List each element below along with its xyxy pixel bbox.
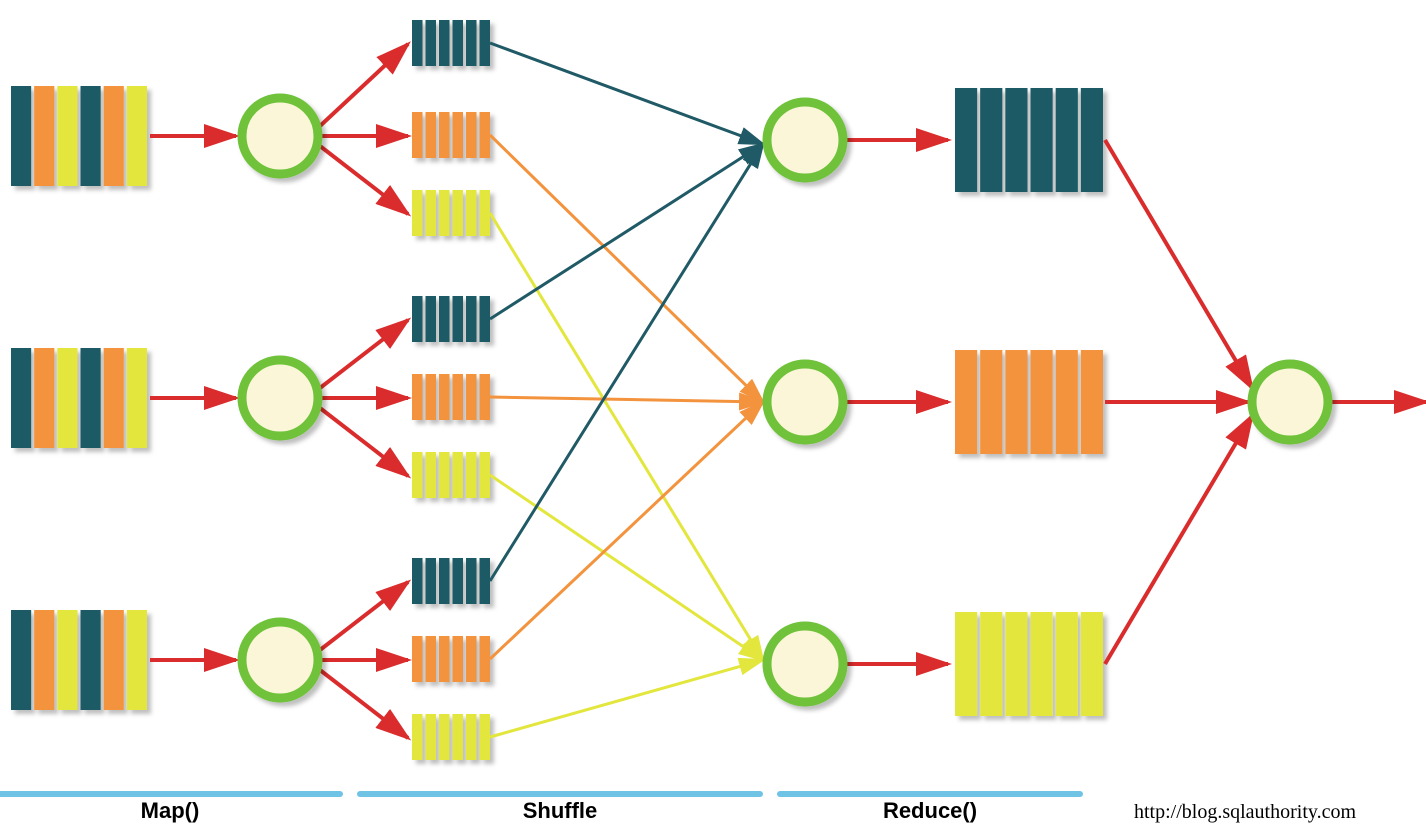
- shuffle-line-7: [490, 402, 763, 659]
- arrow-red-9: [320, 582, 408, 650]
- input-block-2: [11, 610, 147, 710]
- shuffle-line-0: [490, 43, 763, 144]
- reduce-output-block-2: [955, 612, 1103, 716]
- arrow-red-17: [1105, 416, 1252, 664]
- shuffle-line-2: [490, 213, 763, 660]
- reduce-circle-2: [767, 626, 843, 702]
- reduce-circle-1: [767, 364, 843, 440]
- map-output-block-4: [412, 374, 490, 420]
- map-output-block-5: [412, 452, 490, 498]
- map-circle-0: [242, 98, 318, 174]
- reduce-output-block-0: [955, 88, 1103, 192]
- shuffle-line-5: [490, 475, 763, 660]
- map-output-block-6: [412, 558, 490, 604]
- stage-label-reduce: Reduce(): [883, 798, 977, 823]
- reduce-circle-0: [767, 102, 843, 178]
- map-output-block-0: [412, 20, 490, 66]
- map-output-block-1: [412, 112, 490, 158]
- input-block-0: [11, 86, 147, 186]
- stage-label-shuffle: Shuffle: [523, 798, 598, 823]
- map-circle-2: [242, 622, 318, 698]
- arrow-red-15: [1105, 140, 1252, 388]
- mapreduce-diagram: Map() Shuffle Reduce() http://blog.sqlautho…: [0, 0, 1426, 839]
- map-output-block-3: [412, 296, 490, 342]
- map-output-block-8: [412, 714, 490, 760]
- map-circle-1: [242, 360, 318, 436]
- shuffle-line-8: [490, 660, 763, 737]
- stage-label-map: Map(): [141, 798, 200, 823]
- arrow-red-6: [320, 320, 408, 388]
- credit-label: http://blog.sqlauthority.com: [1134, 801, 1356, 823]
- shuffle-line-3: [490, 144, 763, 319]
- reduce-output-block-1: [955, 350, 1103, 454]
- arrow-red-8: [320, 408, 408, 476]
- final-circle: [1252, 364, 1328, 440]
- arrow-red-5: [320, 146, 408, 214]
- arrow-red-11: [320, 670, 408, 738]
- map-output-block-7: [412, 636, 490, 682]
- input-block-1: [11, 348, 147, 448]
- map-output-block-2: [412, 190, 490, 236]
- shuffle-line-4: [490, 397, 763, 402]
- arrow-red-3: [320, 44, 408, 126]
